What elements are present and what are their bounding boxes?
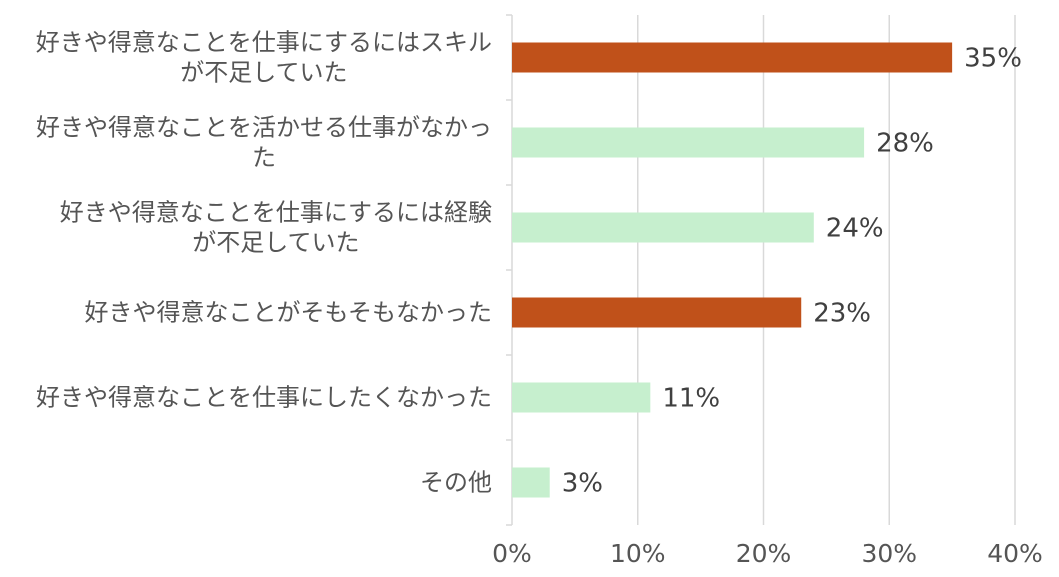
data-label: 28% (876, 129, 934, 159)
data-label: 23% (813, 299, 871, 329)
data-labels: 35% 28% 24% 23% 11% 3% (562, 44, 1022, 499)
x-tick-label: 0% (492, 539, 532, 568)
bar (512, 127, 865, 158)
data-label: 24% (826, 214, 884, 244)
category-label: 好きや得意なことを仕事にするにはスキルが不足していた (36, 29, 492, 87)
bar (512, 42, 953, 73)
x-tick-label: 20% (736, 539, 792, 568)
x-tick-label: 40% (987, 539, 1043, 568)
category-label: 好きや得意なことを仕事にしたくなかった (36, 384, 492, 412)
bars (512, 42, 953, 498)
x-tick-label: 30% (861, 539, 917, 568)
bar (512, 212, 814, 243)
data-label: 35% (964, 44, 1022, 74)
data-label: 11% (662, 384, 720, 414)
data-label: 3% (562, 469, 603, 499)
gridlines (506, 14, 1016, 526)
x-tick-label: 10% (610, 539, 666, 568)
category-labels: 好きや得意なことを仕事にするにはスキルが不足していた好きや得意なことを活かせる仕… (36, 29, 492, 497)
bar (512, 382, 651, 413)
bar (512, 297, 802, 328)
category-label: 好きや得意なことがそもそもなかった (84, 299, 492, 327)
category-label: その他 (420, 469, 492, 497)
x-axis-ticks: 0% 10% 20% 30% 40% (492, 539, 1043, 568)
category-label: 好きや得意なことを仕事にするには経験が不足していた (60, 199, 492, 257)
category-label: 好きや得意なことを活かせる仕事がなかった (36, 114, 492, 172)
bar (512, 467, 550, 498)
